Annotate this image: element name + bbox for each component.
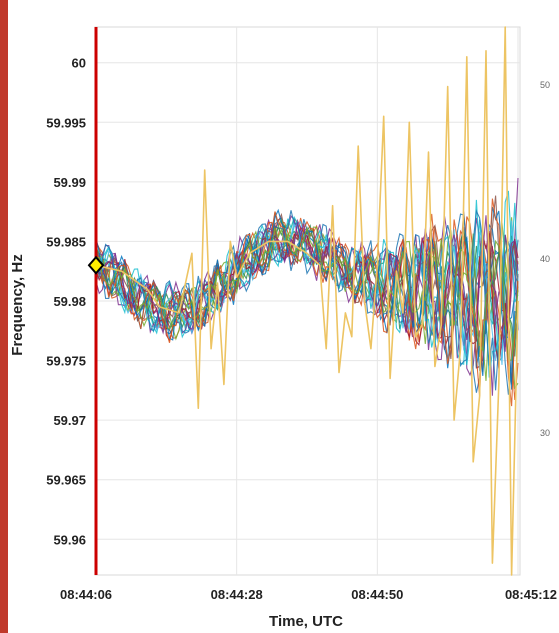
x-tick-label: 08:44:28 [211,587,263,602]
left-border-band [0,0,8,633]
pmu-trace [95,215,519,352]
pmu-trace [95,198,519,407]
side-axis-label: 30 [540,428,550,438]
y-axis-title: Frequency, Hz [9,254,26,355]
pmu-trace [95,209,519,391]
y-tick-label: 59.96 [53,532,86,547]
y-tick-labels: 59.96 59.965 59.97 59.975 59.98 59.985 59.99 59… [46,56,86,548]
series-layer [95,26,519,576]
y-tick-label: 59.995 [46,115,86,130]
pmu-trace [95,190,519,378]
x-tick-label: 08:44:50 [351,587,403,602]
y-tick-label: 60 [72,56,86,71]
x-axis-title: Time, UTC [269,613,343,630]
marker-layer [87,255,105,275]
y-tick-label: 59.99 [53,175,86,190]
y-tick-label: 59.985 [46,234,86,249]
y-tick-label: 59.98 [53,294,86,309]
right-side-labels: 50 40 30 [540,80,550,438]
y-tick-label: 59.97 [53,413,86,428]
pmu-trace [96,226,519,361]
y-tick-label: 59.975 [46,354,86,369]
y-tick-label: 59.965 [46,473,86,488]
x-tick-label: 08:44:06 [60,587,112,602]
start-marker-diamond [87,255,105,275]
highlighted-trace [95,26,519,576]
x-tick-labels: 08:44:06 08:44:28 08:44:50 08:45:12 [60,587,557,602]
side-axis-label: 50 [540,80,550,90]
pmu-trace [95,202,519,366]
side-axis-label: 40 [540,254,550,264]
x-tick-label: 08:45:12 [505,587,557,602]
